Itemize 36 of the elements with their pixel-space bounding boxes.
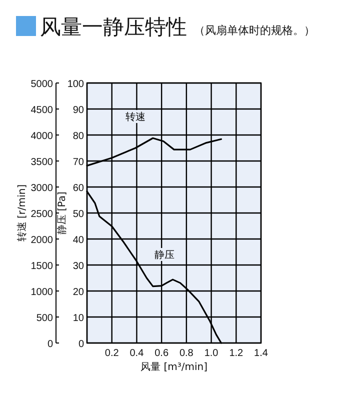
y-tick-label: 70 <box>72 157 84 168</box>
x-tick-label: 0.8 <box>179 348 194 359</box>
y-tick-label: 10 <box>72 313 84 324</box>
y2-tick-label: 4000 <box>30 131 54 142</box>
y2-tick-label: 3000 <box>30 183 54 194</box>
y2-tick-label: 1500 <box>30 261 54 272</box>
chart-subtitle: （风扇单体时的规格。） <box>194 24 315 37</box>
y2-tick-label: 2000 <box>30 235 54 246</box>
y-tick-label: 90 <box>72 105 84 116</box>
y2-tick-label: 3500 <box>30 157 54 168</box>
y-tick-label: 40 <box>72 235 84 246</box>
y2-tick-label: 2500 <box>30 209 54 220</box>
y2-tick-label: 500 <box>36 313 54 324</box>
y2-tick-label: 0 <box>47 339 54 350</box>
y-tick-label: 50 <box>72 209 84 220</box>
x-tick-label: 0.6 <box>154 348 169 359</box>
x-tick-label: 1.0 <box>204 348 219 359</box>
y-tick-label: 20 <box>72 287 84 298</box>
y-tick-label: 100 <box>67 79 84 90</box>
y-axis-title: 静压 [Pa] <box>56 192 68 234</box>
series-label: 转速 <box>125 111 146 123</box>
y2-tick-label: 5000 <box>30 79 54 90</box>
y-tick-label: 80 <box>72 131 84 142</box>
x-tick-label: 0.4 <box>130 348 144 359</box>
x-tick-label: 1.4 <box>254 348 268 359</box>
series-label: 静压 <box>154 249 175 261</box>
x-axis-title: 风量 [m³/min] <box>140 362 208 373</box>
y-tick-label: 0 <box>78 339 84 350</box>
x-tick-label: 0.2 <box>104 348 120 359</box>
y2-tick-label: 4500 <box>30 105 54 116</box>
chart-title: 风量一静压特性 <box>40 15 187 39</box>
y-tick-label: 60 <box>72 183 84 194</box>
x-tick-label: 1.2 <box>229 348 244 359</box>
y-tick-label: 30 <box>72 261 84 272</box>
y2-tick-label: 1000 <box>30 287 54 298</box>
y2-axis-title: 转速 [r/min] <box>16 184 28 242</box>
